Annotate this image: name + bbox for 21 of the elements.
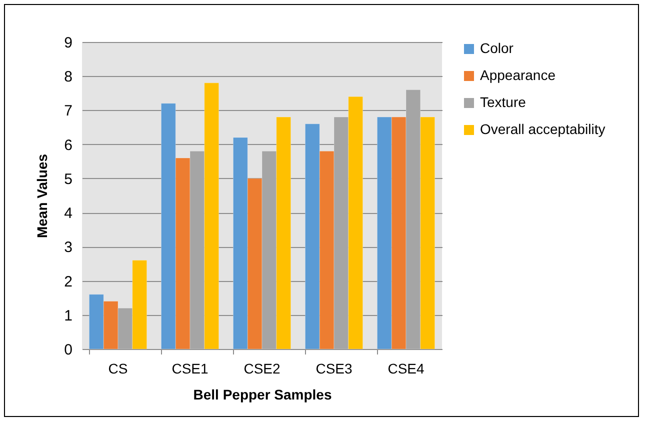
x-axis-title: Bell Pepper Samples bbox=[193, 386, 332, 402]
y-tick-label: 4 bbox=[64, 205, 72, 222]
y-tick-label: 3 bbox=[64, 239, 72, 256]
y-tick-label: 8 bbox=[64, 68, 72, 86]
legend-label: Overall acceptability bbox=[480, 121, 606, 137]
y-tick-label: 7 bbox=[64, 102, 72, 120]
legend-label: Color bbox=[480, 40, 514, 56]
y-axis-title: Mean Values bbox=[34, 154, 50, 238]
legend-label: Appearance bbox=[480, 67, 556, 83]
y-tick-label: 5 bbox=[64, 170, 72, 188]
y-tick-label: 0 bbox=[64, 342, 72, 358]
x-tick-label: CSE4 bbox=[388, 360, 424, 376]
x-tick-label: CSE3 bbox=[316, 360, 352, 376]
y-tick-label: 9 bbox=[64, 34, 72, 52]
x-tick-label: CS bbox=[108, 360, 128, 376]
legend-label: Texture bbox=[480, 94, 526, 110]
y-tick-label: 2 bbox=[64, 273, 72, 290]
y-tick-label: 1 bbox=[64, 307, 72, 324]
y-tick-label: 6 bbox=[64, 136, 72, 154]
x-tick-label: CSE2 bbox=[244, 360, 280, 376]
x-tick-label: CSE1 bbox=[172, 360, 208, 376]
